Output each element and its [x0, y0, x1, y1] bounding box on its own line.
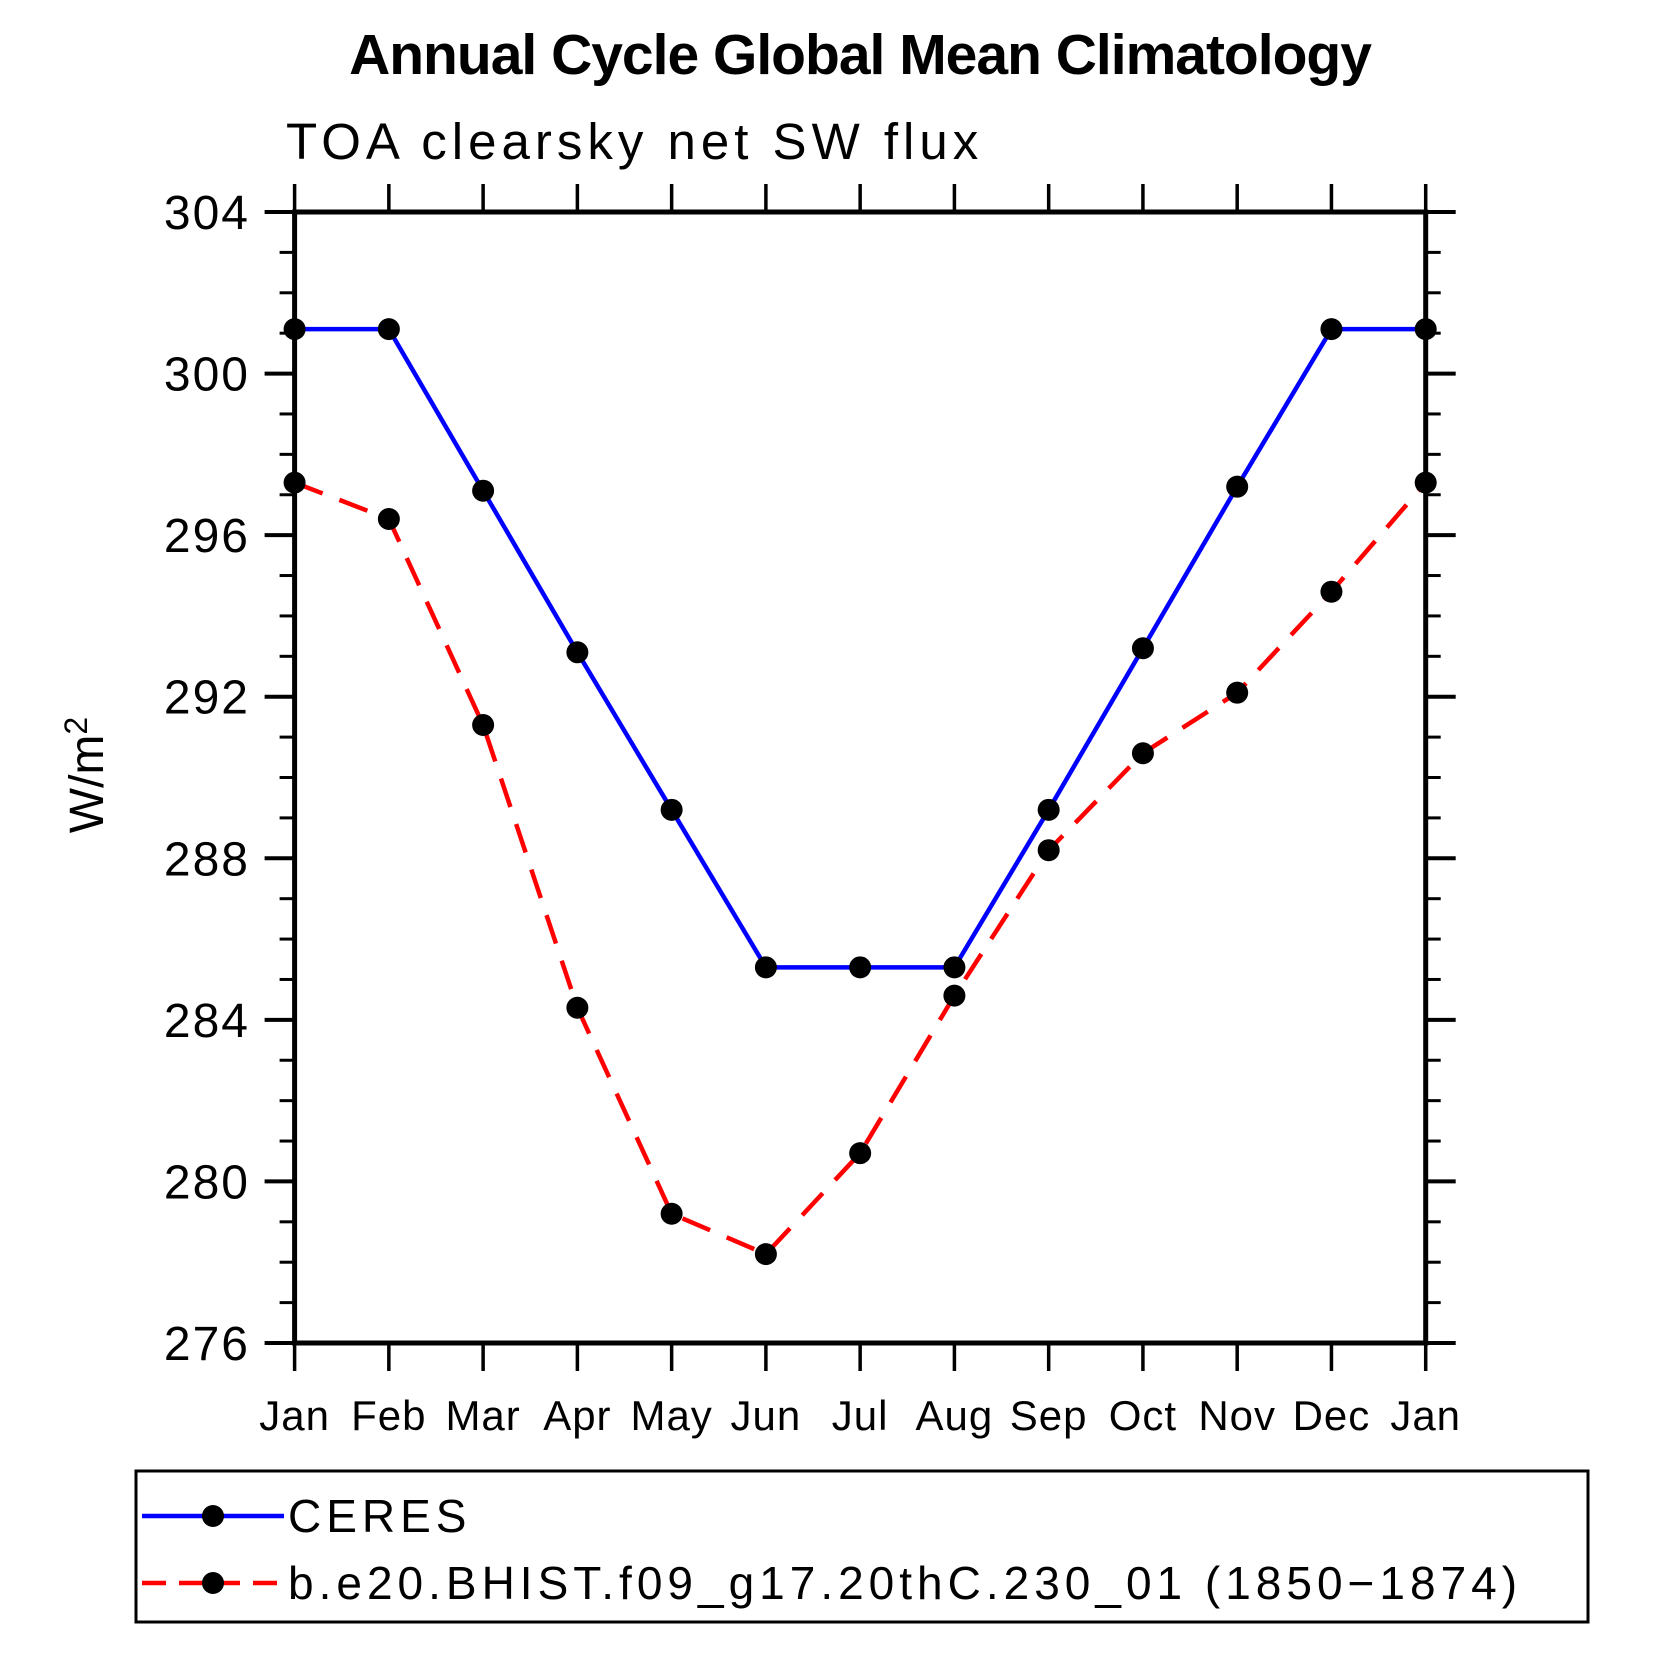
series-1-marker: [943, 984, 966, 1007]
series-0-marker: [1414, 318, 1437, 341]
legend-label-0: CERES: [288, 1490, 471, 1542]
series-0-marker: [943, 956, 966, 979]
series-1-marker: [566, 996, 589, 1019]
series-0-marker: [660, 798, 683, 821]
y-tick-label: 284: [164, 995, 250, 1048]
y-tick-label: 276: [164, 1318, 250, 1371]
x-tick-label: Jan: [1390, 1392, 1461, 1439]
series-0-marker: [566, 641, 589, 664]
legend-marker-1: [202, 1572, 224, 1594]
y-axis-label: W/m2: [58, 717, 114, 833]
series-1-marker: [1131, 742, 1154, 765]
x-tick-label: Mar: [445, 1392, 520, 1439]
series-1-marker: [377, 507, 400, 530]
series-1-marker: [754, 1243, 777, 1266]
x-tick-label: Jun: [731, 1392, 802, 1439]
y-tick-label: 280: [164, 1156, 250, 1209]
series-1-marker: [1226, 681, 1249, 704]
series-1-marker: [472, 713, 495, 736]
series-0-marker: [1320, 318, 1343, 341]
x-tick-label: Nov: [1198, 1392, 1276, 1439]
chart-subtitle: TOA clearsky net SW flux: [286, 113, 984, 170]
y-tick-label: 300: [164, 349, 250, 402]
series-1-marker: [1037, 839, 1060, 862]
y-tick-label: 296: [164, 510, 250, 563]
plot-frame: [292, 209, 1429, 1346]
series-0-marker: [472, 479, 495, 502]
legend-label-1: b.e20.BHIST.f09_g17.20thC.230_01 (1850−1…: [288, 1557, 1522, 1609]
series-0-marker: [1131, 637, 1154, 660]
y-tick-label: 304: [164, 187, 250, 240]
series-1-marker: [849, 1142, 872, 1165]
x-tick-label: Apr: [543, 1392, 611, 1439]
series-0-marker: [1037, 798, 1060, 821]
x-tick-label: Feb: [351, 1392, 426, 1439]
series-0-marker: [1226, 475, 1249, 498]
y-tick-label: 288: [164, 833, 250, 886]
series-0-marker: [849, 956, 872, 979]
series-1-marker: [1320, 580, 1343, 603]
series-0-marker: [754, 956, 777, 979]
series-line-1: [293, 480, 1428, 1257]
x-tick-label: Dec: [1293, 1392, 1371, 1439]
y-tick-label: 292: [164, 672, 250, 725]
series-0-marker: [283, 318, 306, 341]
x-tick-label: Jul: [832, 1392, 889, 1439]
x-tick-label: Oct: [1109, 1392, 1177, 1439]
x-tick-label: Sep: [1010, 1392, 1088, 1439]
series-line-0: [294, 326, 1426, 970]
x-tick-label: Jan: [259, 1392, 330, 1439]
series-1-marker: [660, 1202, 683, 1225]
series-1-marker: [283, 471, 306, 494]
series-0-marker: [377, 318, 400, 341]
series-1-marker: [1414, 471, 1437, 494]
x-tick-label: May: [630, 1392, 712, 1439]
x-tick-label: Aug: [916, 1392, 994, 1439]
legend-box: [134, 1469, 1590, 1624]
chart-title: Annual Cycle Global Mean Climatology: [349, 23, 1372, 87]
legend-marker-0: [202, 1505, 224, 1527]
